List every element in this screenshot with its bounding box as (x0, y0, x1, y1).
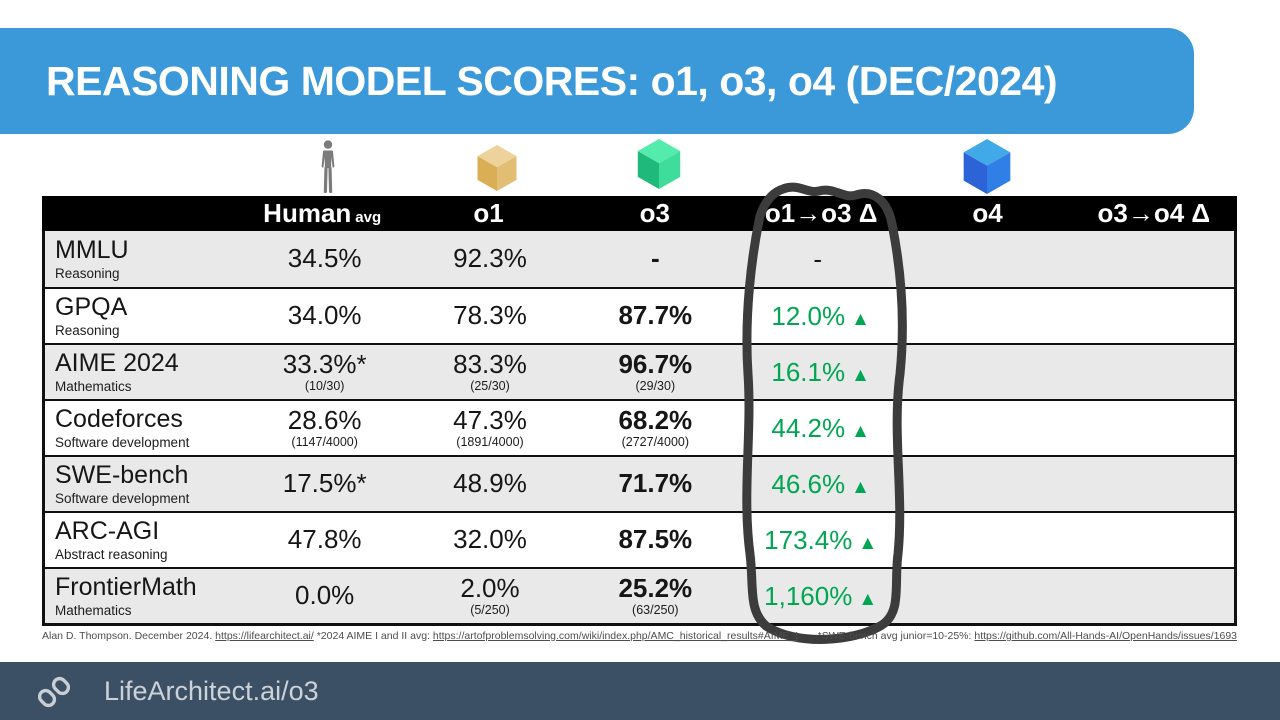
delta-value: 16.1% ▲ (771, 356, 870, 387)
o3-score: 87.7% (618, 299, 693, 330)
benchmark-category: Mathematics (55, 378, 132, 394)
benchmark-name: SWE-bench (55, 460, 189, 489)
benchmark-name: ARC-AGI (55, 516, 160, 545)
lifearchitect-link[interactable]: https://lifearchitect.ai/ (215, 630, 314, 642)
footnote-right: *SWE-bench avg junior=10-25%: https://gi… (818, 630, 1237, 642)
o3-score: - (650, 242, 660, 273)
human-score: 17.5%* (282, 467, 367, 498)
benchmark-category: Software development (55, 434, 190, 450)
human-score: 0.0% (295, 579, 355, 610)
o1-cube-icon (477, 145, 517, 191)
delta-value: 12.0% ▲ (771, 300, 870, 331)
o1-score: 92.3% (453, 242, 527, 273)
scores-table: Human avg o1 o3 o1→o3 Δ o4 o3→o4 Δ MMLU Re… (42, 196, 1237, 626)
footnote-swe-note: *SWE-bench avg junior=10-25%: (817, 630, 975, 642)
table-row-mmlu: MMLU Reasoning 34.5% 92.3% - - (45, 231, 1234, 287)
benchmark-category: Abstract reasoning (55, 546, 168, 562)
benchmark-name: Codeforces (55, 404, 183, 433)
benchmark-name: FrontierMath (55, 572, 197, 601)
delta-value: 173.4% ▲ (764, 524, 878, 555)
table-row-aime-2024: AIME 2024 Mathematics 33.3%* (10/30) 83.3%… (45, 343, 1234, 399)
o1-score: 78.3% (453, 299, 527, 330)
delta-value: - (813, 243, 822, 274)
human-score: 33.3%* (282, 349, 367, 380)
up-arrow-icon: ▲ (858, 588, 878, 610)
table-row-codeforces: Codeforces Software development 28.6% (114… (45, 399, 1234, 455)
human-score: 47.8% (287, 523, 362, 554)
table-row-swe-bench: SWE-bench Software development 17.5%* 48.… (45, 455, 1234, 511)
benchmark-category: Software development (55, 490, 190, 506)
benchmark-category: Reasoning (55, 322, 120, 338)
human-score: 28.6% (287, 405, 362, 436)
table-row-arc-agi: ARC-AGI Abstract reasoning 47.8% 32.0% 87… (45, 511, 1234, 567)
up-arrow-icon: ▲ (851, 308, 870, 330)
bottom-bar: LifeArchitect.ai/o3 (0, 662, 1280, 720)
up-arrow-icon: ▲ (858, 532, 878, 554)
delta-value: 46.6% ▲ (771, 468, 870, 499)
table-header-row: Human avg o1 o3 o1→o3 Δ o4 o3→o4 Δ (42, 196, 1237, 231)
table-body: MMLU Reasoning 34.5% 92.3% - - GPQA Reason… (42, 231, 1237, 626)
header-o1-o3-delta: o1→o3 Δ (764, 198, 878, 228)
table-row-gpqa: GPQA Reasoning 34.0% 78.3% 87.7% 12.0% ▲ (45, 287, 1234, 343)
benchmark-name: GPQA (55, 292, 128, 321)
up-arrow-icon: ▲ (851, 420, 870, 442)
benchmark-category: Mathematics (55, 602, 132, 618)
o3-score: 96.7% (618, 349, 693, 380)
link-icon (38, 676, 70, 708)
aime-results-link[interactable]: https://artofproblemsolving.com/wiki/ind… (432, 630, 799, 642)
o3-score: 25.2% (618, 573, 693, 604)
header-o3-o4-delta: o3→o4 Δ (1097, 198, 1211, 228)
benchmark-name: MMLU (55, 235, 129, 264)
o3-score: 87.5% (618, 523, 693, 554)
o3-score: 68.2% (618, 405, 693, 436)
up-arrow-icon: ▲ (851, 476, 870, 498)
header-o4: o4 (972, 198, 1003, 228)
benchmark-name: AIME 2024 (55, 348, 179, 377)
header-o3: o3 (639, 198, 670, 228)
o1-score: 32.0% (453, 523, 527, 554)
human-silhouette-icon (321, 140, 335, 194)
delta-value: 44.2% ▲ (771, 412, 870, 443)
delta-value: 1,160% ▲ (764, 580, 878, 611)
openhands-issue-link[interactable]: https://github.com/All-Hands-AI/OpenHand… (974, 630, 1237, 642)
o1-score: 47.3% (453, 405, 527, 436)
o1-score: 48.9% (453, 467, 527, 498)
up-arrow-icon: ▲ (851, 364, 870, 386)
site-url[interactable]: LifeArchitect.ai/o3 (104, 675, 319, 706)
footnote-left: Alan D. Thompson. December 2024. https:/… (42, 630, 798, 642)
page-title: REASONING MODEL SCORES: o1, o3, o4 (DEC/… (46, 57, 1058, 104)
title-banner: REASONING MODEL SCORES: o1, o3, o4 (DEC/… (0, 28, 1194, 134)
human-score: 34.0% (287, 299, 362, 330)
o1-score: 83.3% (453, 349, 527, 380)
header-o1: o1 (473, 198, 504, 228)
benchmark-category: Reasoning (55, 265, 120, 281)
o4-cube-icon (963, 139, 1011, 194)
human-score: 34.5% (287, 242, 362, 273)
footnote-attribution: Alan D. Thompson. December 2024. (42, 630, 216, 642)
o3-cube-icon (637, 139, 681, 189)
o3-score: 71.7% (618, 467, 693, 498)
footnote-aime-note: *2024 AIME I and II avg: (313, 630, 433, 642)
o1-score: 2.0% (460, 573, 520, 604)
footnotes: Alan D. Thompson. December 2024. https:/… (42, 630, 1237, 642)
header-human: Human avg (263, 198, 382, 228)
table-row-frontiermath: FrontierMath Mathematics 0.0% 2.0% (5/250)… (45, 567, 1234, 623)
